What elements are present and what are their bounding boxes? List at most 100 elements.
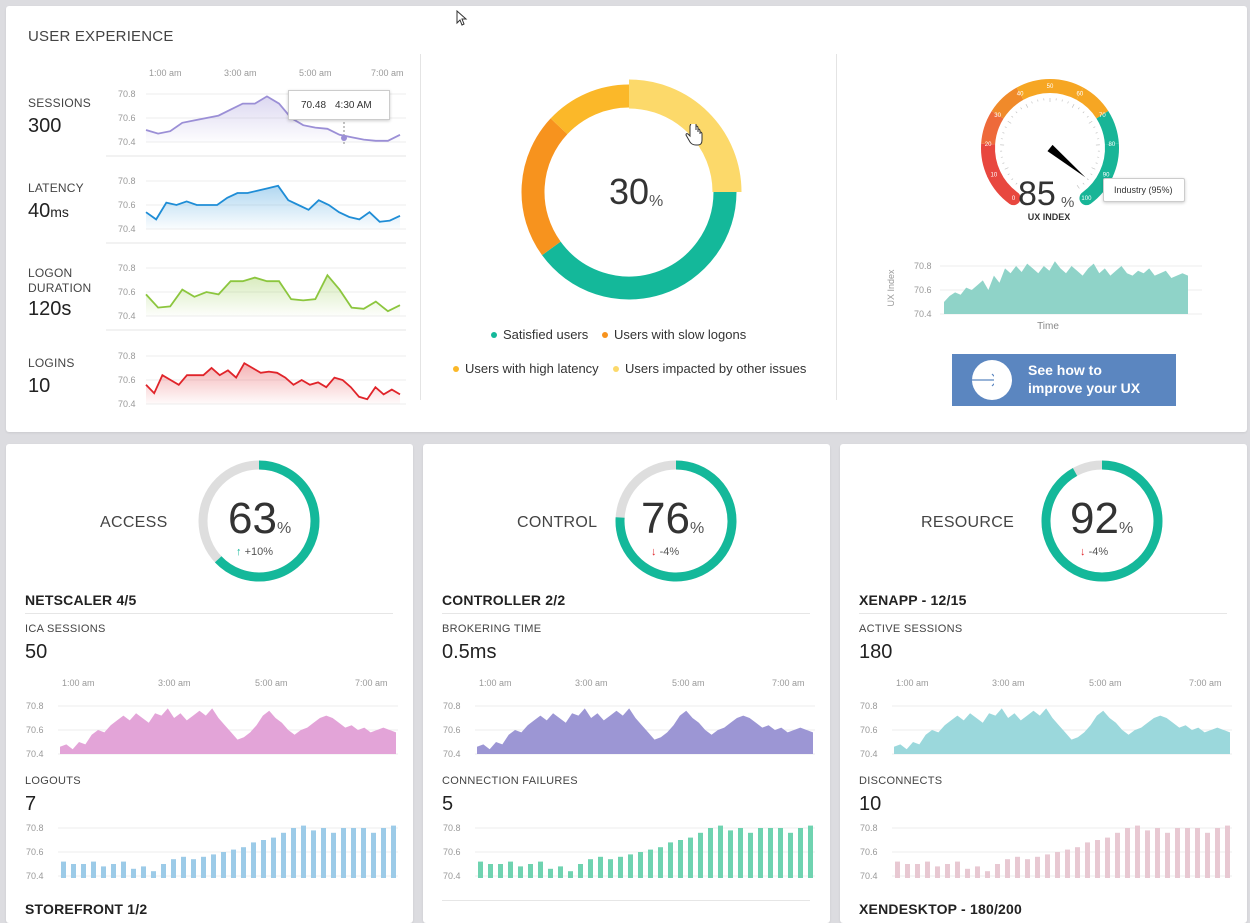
bar xyxy=(1075,847,1080,878)
bar-chart: 70.8 70.6 70.4 xyxy=(443,823,815,881)
area-fill xyxy=(477,708,813,754)
experience-donut[interactable]: 30 % xyxy=(512,72,752,312)
bar xyxy=(1095,840,1100,878)
arrow-up-icon: ↑ xyxy=(236,546,242,558)
gauge-minor-tick xyxy=(1011,115,1014,118)
gauge-minor-tick xyxy=(1067,101,1069,104)
bar xyxy=(1105,837,1110,878)
donut-value: 30 xyxy=(609,171,649,212)
bar xyxy=(261,840,266,878)
bar xyxy=(895,861,900,878)
resource-panel: RESOURCE 92% ↓ -4% XENAPP - 12/15 ACTIVE… xyxy=(840,444,1247,923)
bar xyxy=(121,861,126,878)
bar xyxy=(778,828,783,878)
bar xyxy=(341,828,346,878)
area-chart: 1:00 am 3:00 am 5:00 am 7:00 am 70.8 70.6 70.4 xyxy=(26,678,398,759)
y-tick: 70.8 xyxy=(914,261,932,271)
control-panel: CONTROL 76% ↓ -4% CONTROLLER 2/2 BROKERI… xyxy=(423,444,830,923)
time-tick: 7:00 am xyxy=(371,68,404,78)
legend-label: Users impacted by other issues xyxy=(625,361,807,376)
tooltip-time: 4:30 AM xyxy=(335,100,372,111)
bar xyxy=(1195,828,1200,878)
metric-unit: ms xyxy=(50,204,69,220)
sparkline-line xyxy=(145,273,401,313)
area-x-label: Time xyxy=(1037,321,1059,332)
legend-item-satisfied[interactable]: Satisfied users xyxy=(491,327,588,342)
ring-delta: ↑ +10% xyxy=(236,546,273,558)
bar xyxy=(331,832,336,878)
y-tick: 70.6 xyxy=(443,847,461,857)
control-ring[interactable] xyxy=(613,458,739,584)
legend-item-slow-logons[interactable]: Users with slow logons xyxy=(602,327,746,342)
metric-value: 5 xyxy=(442,793,454,815)
bar xyxy=(748,832,753,878)
bar xyxy=(61,861,66,878)
gauge-minor-tick xyxy=(1093,126,1096,128)
gauge-tick: 50 xyxy=(1047,84,1054,90)
metric-value: 40 xyxy=(28,200,51,222)
resource-ring[interactable] xyxy=(1039,458,1165,584)
bar xyxy=(241,847,246,878)
sessions-tooltip: 70.48 4:30 AM xyxy=(288,90,390,120)
bar xyxy=(1145,830,1150,878)
ring-center: 76% xyxy=(641,494,705,543)
bar xyxy=(518,866,523,878)
y-tick: 70.4 xyxy=(26,871,44,881)
y-tick: 70.4 xyxy=(118,311,136,321)
bar xyxy=(1035,856,1040,878)
y-tick: 70.6 xyxy=(118,113,136,123)
bar xyxy=(381,828,386,878)
legend-dot xyxy=(613,365,619,372)
panel-title: ACCESS xyxy=(100,514,168,531)
bar xyxy=(161,864,166,878)
donut-segment xyxy=(521,118,568,256)
y-tick: 70.4 xyxy=(26,749,44,759)
metric-value: 50 xyxy=(25,641,48,663)
bar xyxy=(798,828,803,878)
gauge-minor-tick xyxy=(1020,107,1023,110)
gauge-minor-tick xyxy=(1031,101,1033,104)
y-tick: 70.4 xyxy=(118,399,136,409)
gauge-minor-tick xyxy=(1082,111,1085,114)
y-tick: 70.4 xyxy=(914,309,932,319)
donut-unit: % xyxy=(649,193,663,210)
time-tick: 3:00 am xyxy=(224,68,257,78)
industry-label: Industry (95%) xyxy=(1114,185,1173,195)
divider xyxy=(859,613,1227,614)
tooltip-value: 70.48 xyxy=(301,100,327,111)
gauge-minor-tick xyxy=(1004,126,1007,128)
bar xyxy=(221,852,226,878)
y-tick: 70.8 xyxy=(118,176,136,186)
bar xyxy=(321,828,326,878)
gauge-segment xyxy=(981,111,1004,145)
panel-title: RESOURCE xyxy=(921,514,1015,531)
bar xyxy=(1065,849,1070,878)
improve-ux-button[interactable]: See how to improve your UX xyxy=(952,354,1176,406)
access-ring[interactable] xyxy=(196,458,322,584)
tooltip-point xyxy=(341,135,347,141)
metric-value: 180 xyxy=(859,641,893,663)
y-tick: 70.6 xyxy=(860,847,878,857)
bar xyxy=(648,849,653,878)
legend-label: Users with high latency xyxy=(465,361,599,376)
gauge-segment xyxy=(1076,87,1109,119)
divider xyxy=(836,54,837,400)
bar xyxy=(618,856,623,878)
legend-item-high-latency[interactable]: Users with high latency xyxy=(453,361,599,376)
delta-value: +10% xyxy=(244,546,274,558)
gauge-minor-tick xyxy=(1091,167,1096,170)
gauge-minor-tick xyxy=(1002,132,1005,134)
bar xyxy=(808,825,813,878)
bar xyxy=(588,859,593,878)
divider xyxy=(420,54,421,400)
bar xyxy=(371,832,376,878)
bar-chart: 70.8 70.6 70.4 xyxy=(26,823,398,881)
y-tick: 70.4 xyxy=(443,871,461,881)
legend-item-other-issues[interactable]: Users impacted by other issues xyxy=(613,361,806,376)
time-tick: 7:00 am xyxy=(355,678,388,688)
bar xyxy=(488,864,493,878)
donut-segment xyxy=(628,79,742,193)
gauge-unit: % xyxy=(1061,194,1074,211)
area-fill xyxy=(894,708,1230,754)
arrow-down-icon: ↓ xyxy=(1080,546,1086,558)
